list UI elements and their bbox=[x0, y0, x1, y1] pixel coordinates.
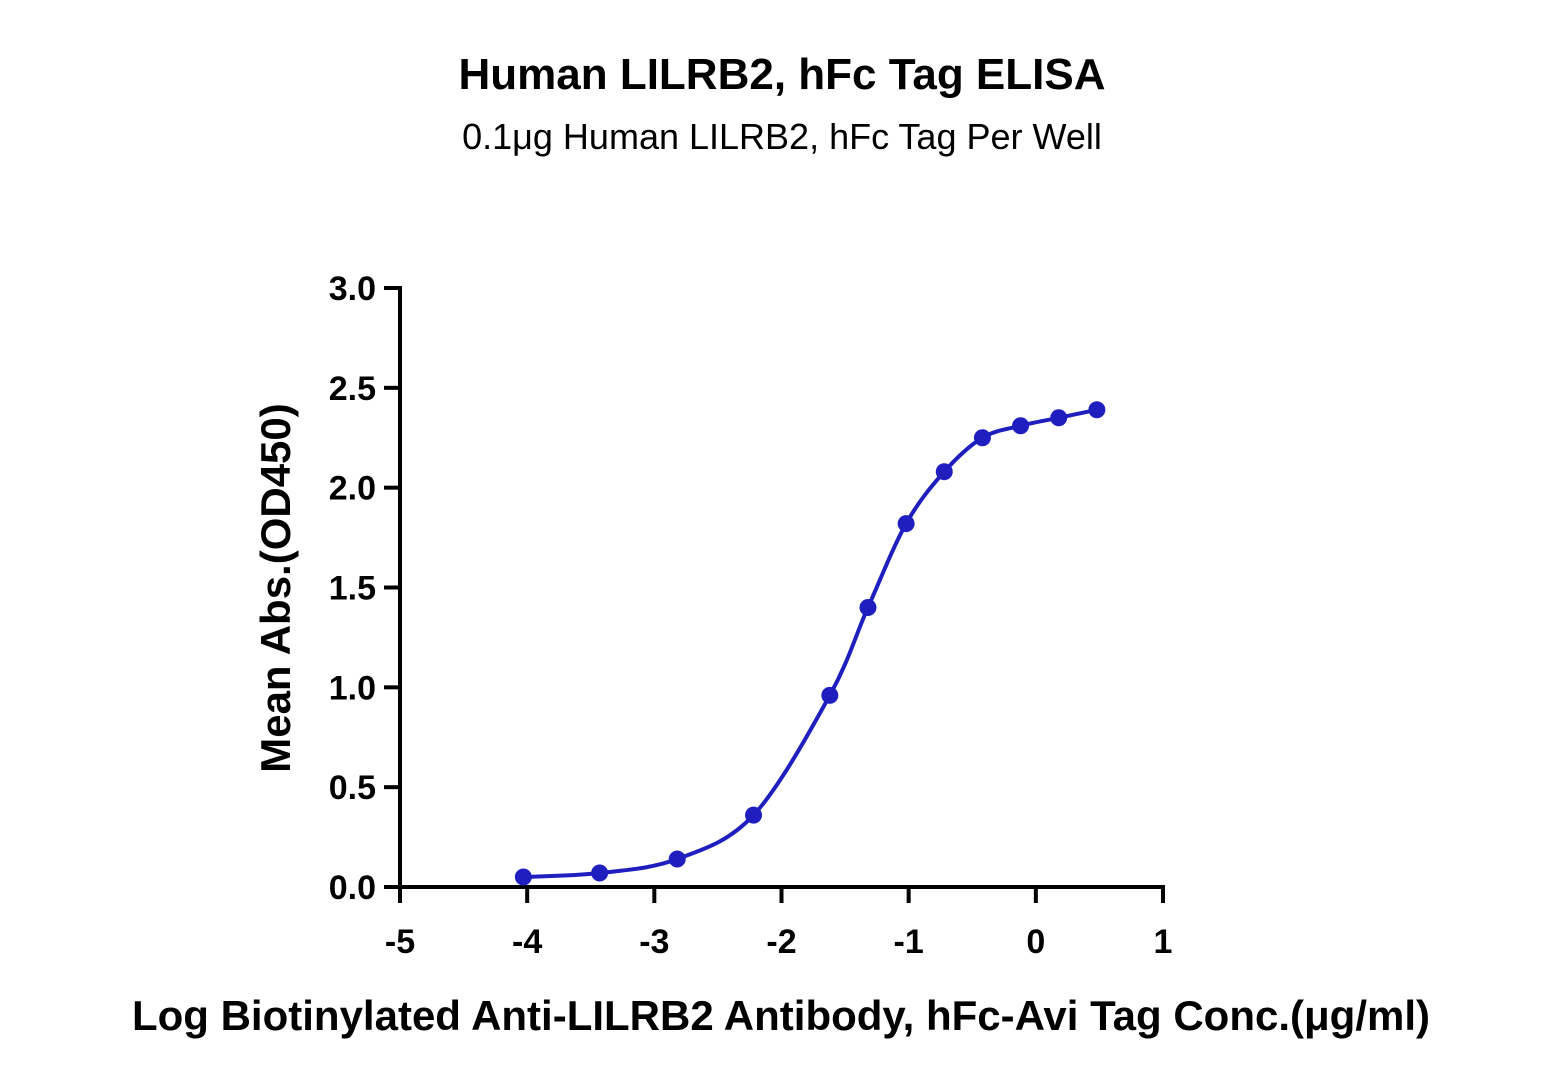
x-tick-label: -5 bbox=[385, 923, 415, 961]
data-point bbox=[1088, 401, 1106, 419]
x-tick-label: -3 bbox=[639, 923, 669, 961]
x-tick-label: -4 bbox=[512, 923, 542, 961]
fit-curve-layer bbox=[523, 407, 1098, 880]
y-tick-label: 0.0 bbox=[329, 869, 376, 907]
data-point bbox=[1050, 409, 1068, 427]
x-tick-label: 1 bbox=[1154, 923, 1173, 961]
x-tick-label: -2 bbox=[766, 923, 796, 961]
data-point bbox=[821, 686, 839, 704]
x-tick-label: 0 bbox=[1026, 923, 1045, 961]
data-point bbox=[897, 515, 915, 533]
x-tick-label: -1 bbox=[894, 923, 924, 961]
y-tick-label: 2.5 bbox=[329, 370, 376, 408]
data-point bbox=[668, 850, 686, 868]
data-point bbox=[1012, 417, 1030, 435]
y-tick-label: 3.0 bbox=[329, 270, 376, 308]
y-tick-label: 0.5 bbox=[329, 769, 376, 807]
y-axis-label: Mean Abs.(OD450) bbox=[252, 403, 299, 773]
chart-subtitle: 0.1μg Human LILRB2, hFc Tag Per Well bbox=[462, 116, 1102, 157]
data-points-layer bbox=[514, 401, 1106, 886]
y-tick-label: 1.5 bbox=[329, 570, 376, 608]
y-tick-label: 2.0 bbox=[329, 470, 376, 508]
data-point bbox=[973, 429, 991, 447]
data-point bbox=[591, 864, 609, 882]
fit-curve bbox=[523, 407, 1098, 880]
data-point bbox=[859, 598, 877, 616]
data-point bbox=[745, 806, 763, 824]
data-point bbox=[514, 868, 532, 886]
chart-title: Human LILRB2, hFc Tag ELISA bbox=[458, 50, 1106, 99]
y-tick-label: 1.0 bbox=[329, 669, 376, 707]
data-point bbox=[935, 463, 953, 481]
axes: 0.0 0.5 1.0 1.5 2.0 2.5 3.0 -5 -4 -3 -2 -1 0 1 bbox=[329, 270, 1173, 961]
x-axis-label: Log Biotinylated Anti-LILRB2 Antibody, h… bbox=[132, 992, 1430, 1039]
